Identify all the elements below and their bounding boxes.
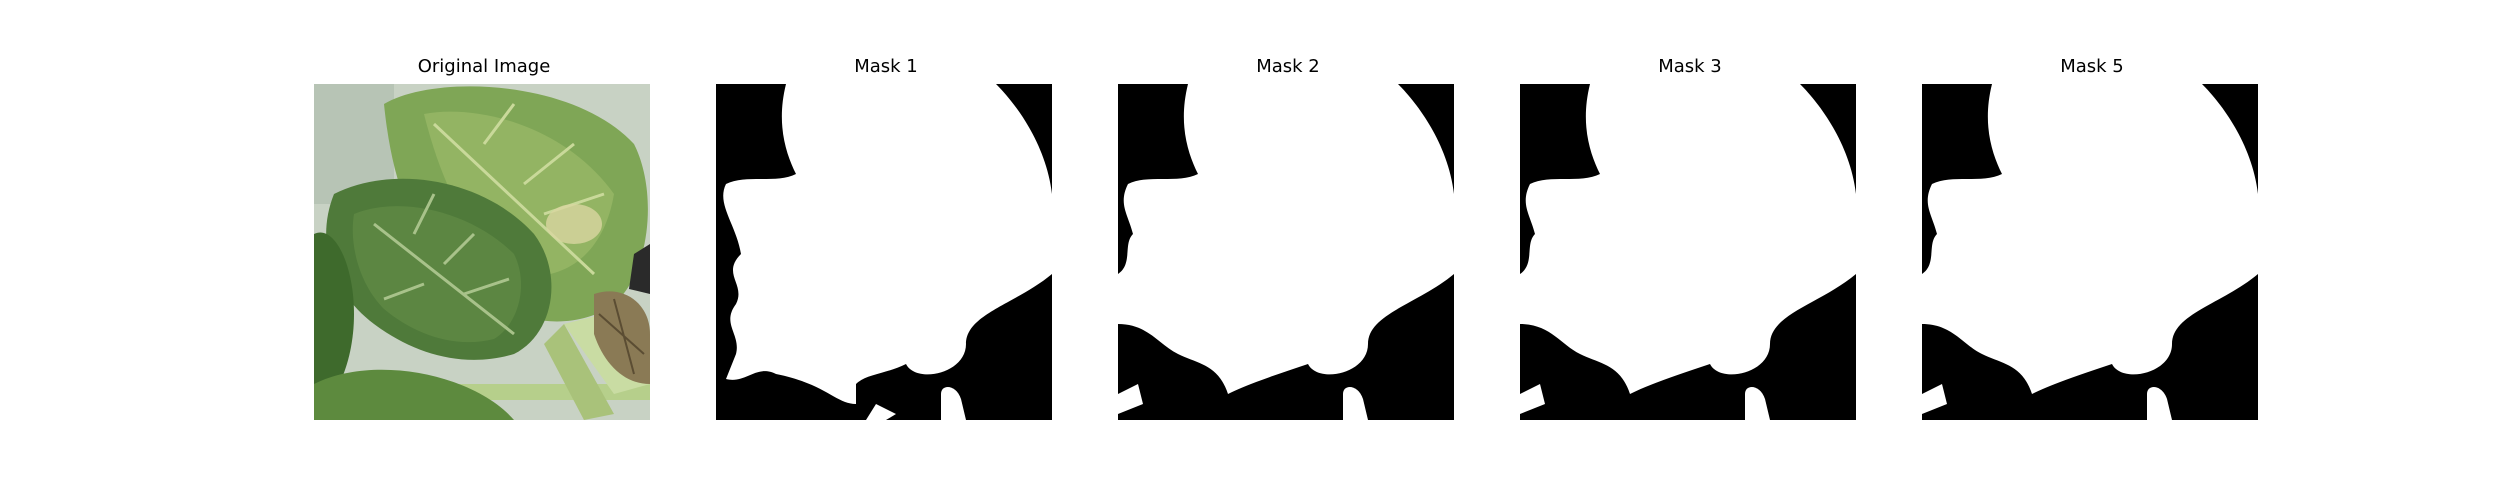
mask-2 [1118, 84, 1454, 420]
mask-image [716, 84, 1052, 420]
mask-image [1922, 84, 2258, 420]
mask-1 [716, 84, 1052, 420]
leaf-photo [314, 84, 650, 420]
original-image [314, 84, 650, 420]
panel-title: Mask 2 [1256, 56, 1320, 77]
mask-image [1520, 84, 1856, 420]
panel-title: Mask 3 [1658, 56, 1722, 77]
panel-title: Mask 5 [2060, 56, 2124, 77]
mask-5 [1922, 84, 2258, 420]
panel-title: Mask 1 [854, 56, 918, 77]
panel-title: Original Image [417, 56, 551, 77]
mask-3 [1520, 84, 1856, 420]
mask-image [1118, 84, 1454, 420]
